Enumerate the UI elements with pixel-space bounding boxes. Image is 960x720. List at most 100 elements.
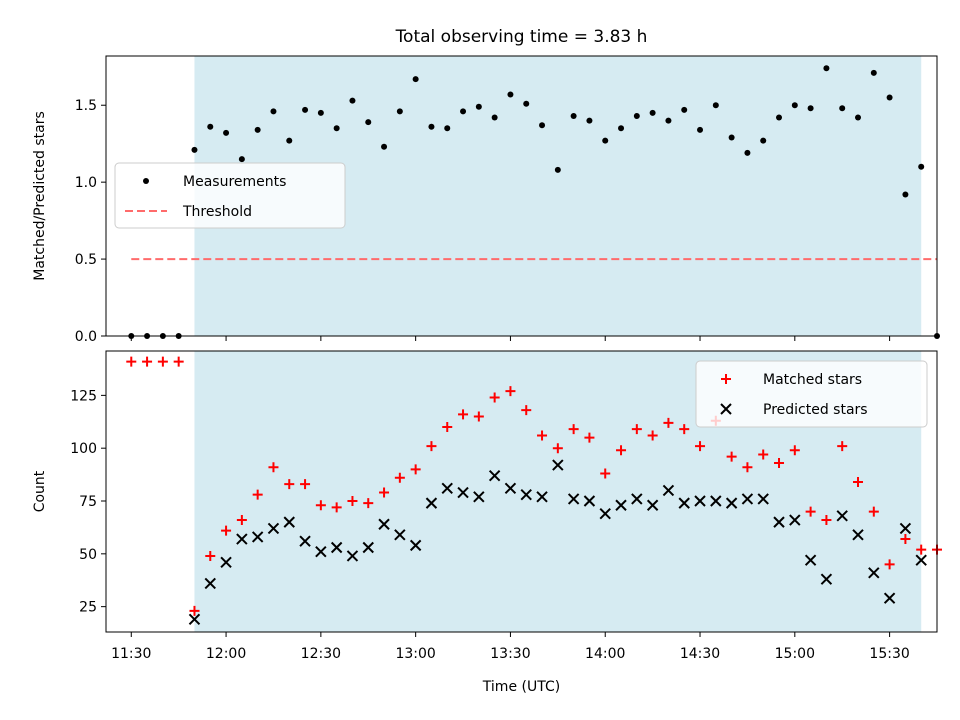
predicted-star-point xyxy=(504,482,517,495)
axes-frame xyxy=(105,55,938,337)
x-tick-label: 13:30 xyxy=(490,646,530,662)
predicted-star-point xyxy=(220,556,232,568)
series-1 xyxy=(128,65,940,339)
predicted-star-point xyxy=(868,567,880,579)
matched-star-point xyxy=(789,445,800,456)
measurement-point xyxy=(586,117,593,124)
matched-star-point xyxy=(473,411,484,422)
chart-title: Total observing time = 3.83 h xyxy=(395,27,648,47)
matched-star-point xyxy=(489,392,500,403)
series-1 xyxy=(126,356,942,616)
predicted-star-point xyxy=(820,573,833,585)
measurement-point xyxy=(539,122,546,129)
legend-label-threshold: Threshold xyxy=(182,204,252,220)
y-tick-label: 50 xyxy=(79,547,97,563)
predicted-star-point xyxy=(773,516,785,528)
measurement-point xyxy=(460,108,467,115)
x-tick-label: 12:00 xyxy=(206,646,246,662)
x-tick-label: 14:00 xyxy=(585,646,625,662)
legend-marker-predicted xyxy=(720,403,732,415)
matched-star-point xyxy=(442,422,453,433)
predicted-star-point xyxy=(899,522,912,535)
y-tick-label: 75 xyxy=(79,494,97,510)
matched-star-point xyxy=(331,502,342,513)
matched-star-point xyxy=(868,506,879,517)
measurement-point xyxy=(744,149,751,156)
predicted-star-point xyxy=(299,535,311,547)
measurement-point xyxy=(633,113,640,119)
predicted-star-point xyxy=(441,482,453,495)
predicted-star-point xyxy=(520,488,532,501)
panel-1: 0.0 0.5 1.0 1.5 Matched/Predicted stars Total… xyxy=(32,27,940,345)
predicted-star-point xyxy=(852,529,864,541)
x-tick-label: 12:30 xyxy=(301,646,341,662)
matched-star-point xyxy=(774,457,785,468)
measurement-point xyxy=(649,109,656,116)
predicted-star-point xyxy=(457,486,469,499)
predicted-star-point xyxy=(488,469,501,482)
predicted-star-point xyxy=(473,491,485,503)
measurement-point xyxy=(570,113,577,119)
legend-box xyxy=(114,162,346,229)
measurement-point xyxy=(776,114,783,121)
measurement-point xyxy=(254,126,261,133)
measurement-point xyxy=(839,105,846,112)
matched-star-point xyxy=(900,534,911,545)
x-axis-label: Time (UTC) xyxy=(482,679,560,695)
predicted-star-point xyxy=(188,613,201,626)
y-tick-label: 1.0 xyxy=(75,175,97,191)
y-tick-label: 125 xyxy=(70,388,97,404)
measurement-point xyxy=(381,143,388,150)
predicted-star-point xyxy=(710,495,722,507)
matched-star-point xyxy=(205,550,216,561)
measurement-point xyxy=(618,125,625,132)
matched-star-point xyxy=(521,405,532,416)
series-2 xyxy=(188,459,927,626)
matched-star-point xyxy=(142,356,153,367)
matched-star-point xyxy=(663,417,674,428)
matched-star-point xyxy=(126,356,137,367)
measurement-point xyxy=(396,108,403,115)
predicted-star-point xyxy=(836,510,848,522)
matched-star-point xyxy=(157,356,168,367)
measurement-point xyxy=(523,100,530,107)
matched-star-point xyxy=(742,462,753,473)
measurement-point xyxy=(918,163,925,170)
measurement-point xyxy=(886,94,893,101)
predicted-star-point xyxy=(346,550,359,562)
predicted-star-point xyxy=(552,459,564,471)
measurement-point xyxy=(791,102,798,109)
matched-star-point xyxy=(379,487,390,498)
predicted-star-point xyxy=(236,533,248,545)
predicted-star-point xyxy=(915,554,927,566)
measurement-point xyxy=(554,166,561,173)
matched-star-point xyxy=(805,506,816,517)
matched-star-point xyxy=(252,489,263,500)
measurement-point xyxy=(681,106,688,113)
panel-2: 25 50 75 100 125 11:30 12:00 12:30 13:00 13:30 14:… xyxy=(32,350,942,695)
measurement-point xyxy=(507,91,514,98)
measurement-point xyxy=(286,137,293,144)
y-tick-label: 0.5 xyxy=(75,252,97,268)
predicted-star-point xyxy=(536,491,548,503)
measurement-point xyxy=(902,191,909,198)
matched-star-point xyxy=(584,432,595,443)
matched-star-point xyxy=(347,496,358,507)
measurement-point xyxy=(855,114,862,121)
matched-star-point xyxy=(284,479,295,490)
predicted-star-point xyxy=(725,497,738,509)
matched-star-point xyxy=(695,441,706,452)
measurement-point xyxy=(428,123,435,130)
measurement-point xyxy=(475,103,482,110)
matched-star-point xyxy=(189,605,200,616)
measurement-point xyxy=(365,119,372,126)
measurement-point xyxy=(317,109,324,116)
predicted-star-point xyxy=(757,493,769,505)
measurement-point xyxy=(302,106,309,113)
predicted-star-point xyxy=(678,497,690,509)
measurement-point xyxy=(823,65,830,72)
predicted-star-point xyxy=(267,522,280,535)
legend: Matched stars Predicted stars xyxy=(695,360,928,428)
x-tick-label: 15:30 xyxy=(869,646,909,662)
